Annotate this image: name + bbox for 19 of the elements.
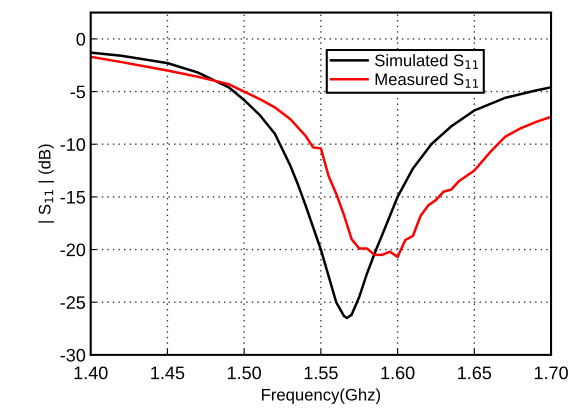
- legend-label: Measured S$_{11}$: [376, 72, 478, 88]
- x-tick-label: 1.60: [381, 366, 414, 380]
- x-tick-label: 1.50: [228, 366, 262, 380]
- x-axis-title: Frequency(Ghz): [262, 388, 380, 404]
- x-tick-label: 1.40: [74, 366, 108, 380]
- y-tick-label: 0: [76, 32, 86, 46]
- y-tick-label: -5: [70, 86, 86, 98]
- y-axis-title: | S$_{11}$ | (dB): [38, 144, 54, 223]
- y-tick-label: -20: [60, 243, 86, 256]
- y-tick-label: -10: [60, 138, 86, 151]
- line-series: [90, 56, 552, 258]
- x-tick-label: 1.70: [534, 366, 568, 380]
- y-tick-label: -30: [60, 348, 86, 362]
- x-tick-label: 1.65: [458, 366, 492, 380]
- y-tick-label: -25: [60, 296, 86, 309]
- x-tick-label: 1.45: [151, 366, 184, 380]
- x-tick-label: 1.55: [304, 366, 338, 380]
- legend-label: Simulated S$_{11}$: [375, 54, 478, 69]
- y-tick-label: -15: [60, 191, 86, 204]
